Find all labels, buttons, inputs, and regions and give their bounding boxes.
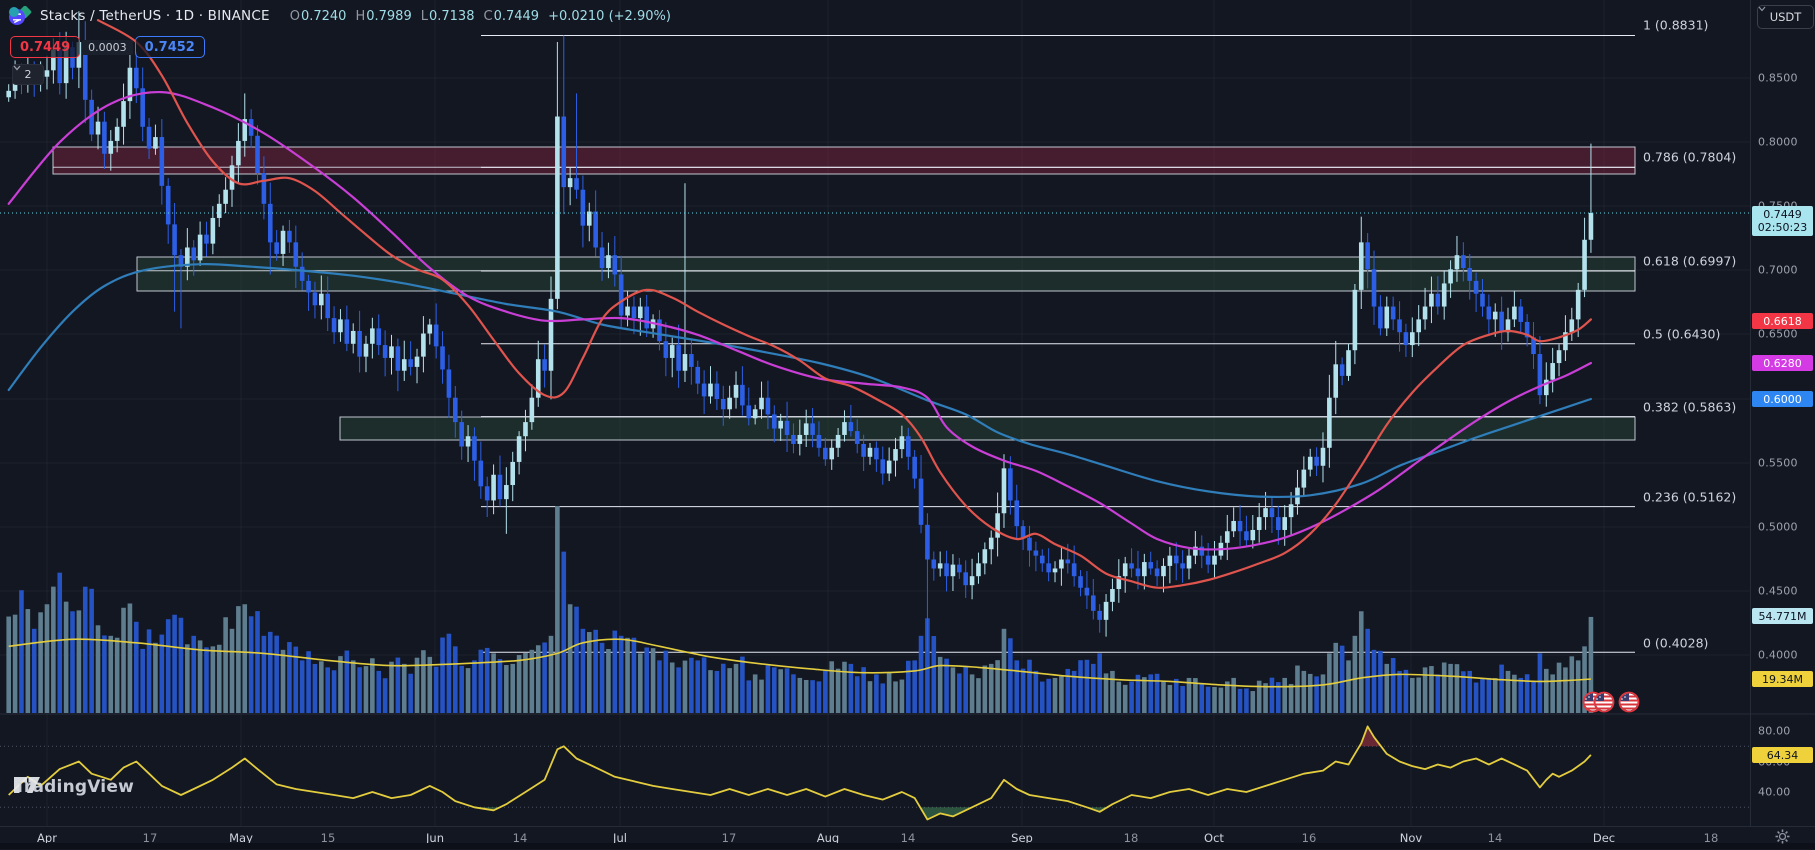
fib-label: 0.382 (0.5863) bbox=[1643, 399, 1737, 415]
fib-retracement-lines bbox=[481, 34, 1635, 653]
fib-label: 0.236 (0.5162) bbox=[1643, 489, 1737, 505]
window-edge bbox=[0, 843, 1815, 849]
price-tick: 0.8000 bbox=[1758, 135, 1798, 149]
fib-label: 1 (0.8831) bbox=[1643, 17, 1709, 33]
time-label: 14 bbox=[900, 831, 916, 845]
gear-icon bbox=[1775, 829, 1790, 844]
time-label: 17 bbox=[142, 831, 158, 845]
price-tick: 0.5500 bbox=[1758, 456, 1798, 470]
price-scale[interactable]: 0.85000.80000.75000.70000.65000.60000.55… bbox=[1750, 0, 1815, 826]
tradingview-mark-icon bbox=[14, 777, 40, 793]
time-label: 18 bbox=[1703, 831, 1719, 845]
low-value: 0.7138 bbox=[428, 8, 475, 24]
symbol-title[interactable]: Stacks / TetherUS · 1D · BINANCE bbox=[40, 8, 270, 24]
time-label: Apr bbox=[37, 831, 57, 845]
candles bbox=[6, 11, 1594, 653]
volume-ma-line bbox=[8, 638, 1591, 688]
time-label: Dec bbox=[1592, 831, 1616, 845]
time-label: Nov bbox=[1399, 831, 1423, 845]
price-tick: 40.00 bbox=[1758, 785, 1791, 799]
time-label: 15 bbox=[320, 831, 336, 845]
time-label: Sep bbox=[1011, 831, 1033, 845]
price-tick: 0.8500 bbox=[1758, 71, 1798, 85]
time-label: Oct bbox=[1204, 831, 1224, 845]
supply-zone-618[interactable] bbox=[136, 256, 1636, 292]
ma-slow-line bbox=[7, 262, 1592, 499]
ma-fast-line bbox=[96, 19, 1592, 589]
fib-label: 0.786 (0.7804) bbox=[1643, 149, 1737, 165]
change-value: +0.0210 (+2.90%) bbox=[548, 8, 671, 24]
time-label: 18 bbox=[1123, 831, 1139, 845]
ma-mid-line bbox=[7, 90, 1592, 551]
close-value: 0.7449 bbox=[493, 8, 540, 24]
time-label: 14 bbox=[1487, 831, 1503, 845]
ma-slow-value-label: 0.6000 bbox=[1752, 391, 1813, 407]
tradingview-logo[interactable]: TradingView bbox=[14, 777, 134, 797]
us-economic-event-icon[interactable] bbox=[1593, 691, 1615, 713]
time-label: Jul bbox=[613, 831, 627, 845]
ma-slow-line bbox=[7, 262, 1592, 499]
time-label: 17 bbox=[721, 831, 737, 845]
market-status-icon bbox=[9, 7, 19, 17]
us-economic-event-icon[interactable] bbox=[1618, 691, 1640, 713]
high-value: 0.7989 bbox=[366, 8, 412, 24]
rsi-value-label: 64.34 bbox=[1752, 747, 1813, 763]
symbol-header: Stacks / TetherUS · 1D · BINANCE O0.7240… bbox=[8, 6, 671, 26]
rsi-line bbox=[8, 725, 1592, 821]
price-tick: 0.4000 bbox=[1758, 648, 1798, 662]
zone-rectangles bbox=[52, 146, 1636, 441]
indicators-collapse-button[interactable]: 2 bbox=[12, 64, 44, 85]
rsi-pane bbox=[0, 725, 1750, 821]
fib-label: 0.618 (0.6997) bbox=[1643, 253, 1737, 269]
time-label: May bbox=[229, 831, 253, 845]
ma-mid-value-label: 0.6280 bbox=[1752, 355, 1813, 371]
price-tick: 0.4500 bbox=[1758, 584, 1798, 598]
price-tick: 0.5000 bbox=[1758, 520, 1798, 534]
ma-mid-line bbox=[7, 90, 1592, 551]
chevron-down-icon bbox=[1758, 6, 1766, 12]
time-label: 16 bbox=[1301, 831, 1317, 845]
time-label: Jun bbox=[426, 831, 444, 845]
buy-ask-button[interactable]: 0.7452 bbox=[134, 36, 205, 58]
current-price-label: 0.7449 02:50:23 bbox=[1752, 206, 1813, 236]
economic-event-flags bbox=[1582, 691, 1640, 713]
volume-ma-value-label: 19.34M bbox=[1752, 671, 1813, 687]
volume-value-label: 54.771M bbox=[1752, 608, 1813, 624]
quote-panel: 0.7449 0.0003 0.7452 bbox=[10, 36, 205, 58]
timezone-settings-button[interactable] bbox=[1775, 829, 1795, 846]
demand-zone-382[interactable] bbox=[339, 416, 1636, 441]
volume-ma bbox=[8, 638, 1591, 688]
fib-label: 0.5 (0.6430) bbox=[1643, 326, 1721, 342]
sell-bid-button[interactable]: 0.7449 bbox=[10, 36, 81, 58]
ohlc-values: O0.7240 H0.7989 L0.7138 C0.7449 +0.0210 … bbox=[289, 8, 671, 24]
price-tick: 80.00 bbox=[1758, 724, 1791, 738]
spread-value: 0.0003 bbox=[82, 39, 133, 55]
ma-fast-line bbox=[96, 19, 1592, 589]
indicator-count: 2 bbox=[24, 68, 32, 81]
volume-bars bbox=[6, 506, 1594, 713]
ma-fast-value-label: 0.6618 bbox=[1752, 313, 1813, 329]
time-label: Aug bbox=[816, 831, 840, 845]
price-tick: 0.7000 bbox=[1758, 263, 1798, 277]
fib-label: 0 (0.4028) bbox=[1643, 635, 1709, 651]
open-value: 0.7240 bbox=[300, 8, 347, 24]
time-label: 14 bbox=[512, 831, 528, 845]
price-tick: 0.6500 bbox=[1758, 327, 1798, 341]
currency-selector-button[interactable]: USDT bbox=[1757, 5, 1814, 29]
chevron-down-icon bbox=[13, 65, 21, 71]
